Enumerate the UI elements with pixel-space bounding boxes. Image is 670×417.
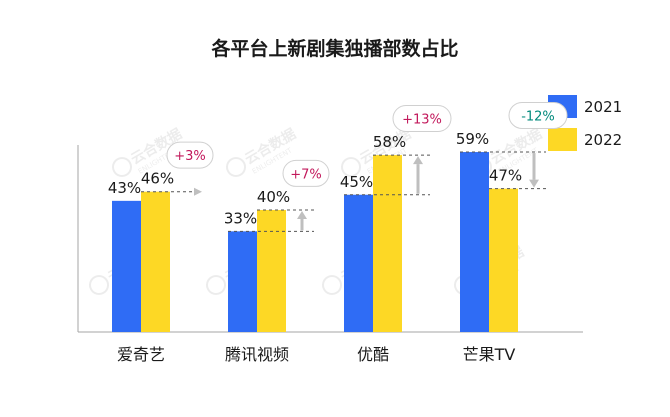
watermark-icon (322, 275, 343, 295)
chart-title: 各平台上新剧集独播部数占比 (210, 37, 458, 60)
bar-2022-优酷 (373, 155, 402, 332)
change-arrowhead-芒果TV (529, 179, 539, 188)
data-label-2022-芒果TV: 47% (489, 167, 522, 185)
change-arrowhead-优酷 (413, 156, 423, 165)
change-badge-label-爱奇艺: +3% (174, 149, 206, 164)
data-label-2022-优酷: 58% (373, 133, 406, 151)
labels-layer: 43%46% 33%40% 45% 58% 59% 47% (108, 130, 522, 227)
category-label-爱奇艺: 爱奇艺 (117, 345, 165, 364)
bars-layer (112, 152, 518, 332)
bar-2021-爱奇艺 (112, 200, 141, 332)
category-labels: 爱奇艺 腾讯视频 优酷 芒果TV (117, 345, 515, 364)
bar-2021-腾讯视频 (228, 231, 257, 332)
data-label-2021-腾讯视频: 33% (224, 209, 257, 227)
change-badge-label-腾讯视频: +7% (290, 167, 322, 182)
bar-2022-芒果TV (489, 188, 518, 332)
watermark-icon (226, 157, 247, 177)
category-label-腾讯视频: 腾讯视频 (225, 345, 289, 364)
watermark-icon (206, 275, 227, 295)
legend-label-2021: 2021 (584, 98, 622, 116)
legend-label-2022: 2022 (584, 131, 622, 149)
data-label-2021-芒果TV: 59% (456, 130, 489, 148)
change-arrowhead-腾讯视频 (297, 211, 307, 219)
change-badge-label-优酷: +13% (402, 113, 442, 128)
bar-2022-爱奇艺 (141, 191, 170, 332)
category-label-芒果TV: 芒果TV (463, 345, 516, 364)
change-arrowhead-爱奇艺 (194, 187, 202, 196)
data-label-2021-爱奇艺: 43% (108, 179, 141, 197)
watermark-icon (112, 157, 133, 177)
data-label-2022-爱奇艺: 46% (141, 170, 174, 188)
annotations-layer: +3% +7% +13% -12% (141, 101, 568, 232)
watermark-icon (341, 157, 362, 177)
change-badge-label-芒果TV: -12% (521, 109, 555, 124)
change-badge-优酷 (392, 105, 452, 132)
change-badge-腾讯视频 (282, 159, 330, 187)
change-badge-爱奇艺 (166, 141, 214, 169)
change-badge-芒果TV (508, 101, 568, 129)
bar-2021-芒果TV (460, 152, 489, 332)
data-label-2021-优酷: 45% (340, 173, 373, 191)
bar-2022-腾讯视频 (257, 210, 286, 332)
data-label-2022-腾讯视频: 40% (257, 188, 290, 206)
legend-swatch-2022 (548, 128, 577, 151)
category-label-优酷: 优酷 (357, 345, 389, 364)
bar-2021-优酷 (344, 194, 373, 332)
watermark-icon (89, 275, 110, 295)
